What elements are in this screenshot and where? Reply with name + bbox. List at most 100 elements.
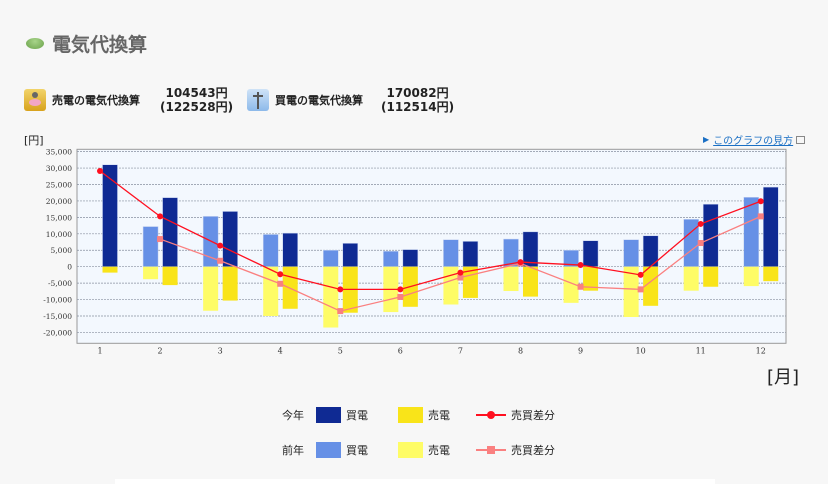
prev-diff-point: [277, 280, 284, 287]
buy-summary-label: 買電の電気代換算: [275, 94, 363, 107]
leaf-icon: [26, 38, 44, 49]
y-axis-unit: [円]: [24, 134, 44, 147]
this-diff-point: [637, 271, 644, 278]
bar-prev-sell: [743, 266, 759, 287]
x-tick-label: 9: [578, 346, 583, 355]
y-tick-label: -5,000: [48, 279, 72, 288]
x-tick-label: 3: [218, 346, 223, 355]
this-diff-point: [697, 220, 704, 227]
buy-summary-value: 170082円: [386, 86, 449, 100]
bar-this-buy: [342, 243, 359, 267]
y-tick-label: 20,000: [46, 197, 72, 206]
y-tick-label: -15,000: [43, 312, 72, 321]
legend-prev-year: 前年 買電 売電 売買差分: [282, 442, 555, 458]
bar-this-sell: [643, 266, 659, 306]
this-diff-point: [217, 242, 224, 249]
bar-this-buy: [702, 203, 719, 267]
sell-summary-value: 104543円: [165, 86, 228, 100]
prev-diff-point: [397, 293, 404, 300]
sell-summary-previous: (122528円): [160, 100, 234, 114]
bar-prev-sell: [683, 266, 699, 291]
legend-prev-buy-label: 買電: [346, 444, 368, 457]
bar-prev-buy: [623, 239, 639, 267]
bar-this-sell: [583, 266, 599, 291]
x-tick-label: 7: [458, 346, 463, 355]
prev-diff-point: [157, 236, 164, 243]
graph-help-link[interactable]: このグラフの見方: [713, 136, 794, 147]
legend-this-sell-label: 売電: [428, 409, 450, 422]
bar-prev-buy: [323, 249, 339, 267]
prev-diff-point: [637, 286, 644, 293]
bar-this-sell: [522, 266, 538, 297]
bar-this-sell: [703, 266, 719, 287]
page-header: 電気代換算: [26, 30, 147, 57]
plot-area: [76, 148, 787, 344]
bar-prev-sell: [503, 266, 519, 292]
legend-this-buy-label: 買電: [346, 409, 368, 422]
x-tick-label: 2: [158, 346, 163, 355]
this-diff-point: [397, 286, 404, 293]
this-diff-point: [577, 262, 584, 269]
y-tick-label: -10,000: [43, 296, 72, 305]
legend-this-diff-label: 売買差分: [511, 409, 555, 422]
x-tick-label: 12: [756, 346, 766, 355]
prev-diff-point: [337, 308, 344, 315]
y-tick-label: 30,000: [46, 164, 72, 173]
y-tick-label: 35,000: [46, 148, 72, 157]
legend-prev-diff-label: 売買差分: [511, 444, 555, 457]
y-tick-label: -20,000: [43, 328, 72, 337]
bar-prev-sell: [623, 266, 639, 317]
prev-diff-point: [217, 257, 224, 264]
bar-prev-sell: [563, 266, 579, 303]
play-triangle-icon: ▶: [703, 135, 710, 144]
new-window-icon: [796, 135, 806, 144]
this-diff-point: [517, 259, 524, 266]
y-tick-label: 10,000: [46, 230, 72, 239]
utility-pole-icon: [247, 89, 269, 111]
bar-this-buy: [102, 164, 118, 267]
bar-this-buy: [763, 186, 779, 267]
x-tick-label: 4: [278, 346, 283, 355]
prev-diff-point: [577, 283, 584, 290]
x-tick-label: 1: [97, 346, 102, 355]
y-tick-label: 5,000: [51, 246, 73, 255]
bar-this-buy: [162, 197, 178, 267]
x-tick-label: 5: [338, 346, 343, 355]
this-diff-point: [757, 198, 764, 205]
prev-diff-point: [457, 274, 464, 281]
legend-this-sell-swatch: [398, 407, 423, 423]
bar-this-buy: [582, 240, 599, 267]
bar-prev-sell: [203, 266, 219, 311]
y-tick-label: 15,000: [46, 213, 72, 222]
legend-prev-sell-swatch: [398, 442, 423, 458]
legend-prev-buy-swatch: [316, 442, 341, 458]
legend-prev-sell-label: 売電: [428, 444, 450, 457]
x-axis-unit: [月]: [767, 367, 800, 388]
x-tick-label: 6: [398, 346, 403, 355]
bar-this-buy: [462, 241, 479, 267]
x-tick-label: 11: [696, 346, 706, 355]
this-diff-point: [337, 286, 344, 293]
sell-summary-label: 売電の電気代換算: [52, 94, 140, 107]
graph-help-link-container: ▶ このグラフの見方: [703, 132, 806, 147]
bar-this-buy: [222, 211, 238, 267]
bar-prev-sell: [263, 266, 279, 317]
bar-prev-buy: [262, 234, 279, 267]
piggy-bank-icon: [24, 89, 46, 111]
legend-this-diff-line: [476, 411, 506, 419]
bar-this-buy: [522, 231, 539, 267]
legend-prev-diff-line: [476, 446, 506, 454]
bar-this-buy: [402, 249, 419, 267]
bar-this-buy: [282, 232, 298, 267]
legend-this-year-label: 今年: [282, 409, 304, 422]
bar-this-sell: [162, 266, 178, 286]
this-diff-point: [457, 269, 464, 276]
bar-this-sell: [222, 266, 238, 301]
bar-prev-buy: [683, 219, 699, 267]
prev-diff-point: [757, 213, 764, 220]
bar-prev-sell: [143, 266, 159, 280]
this-diff-point: [157, 213, 164, 220]
bar-prev-sell: [443, 266, 459, 305]
page-title: 電気代換算: [52, 34, 148, 56]
footer-bar: [115, 479, 715, 484]
